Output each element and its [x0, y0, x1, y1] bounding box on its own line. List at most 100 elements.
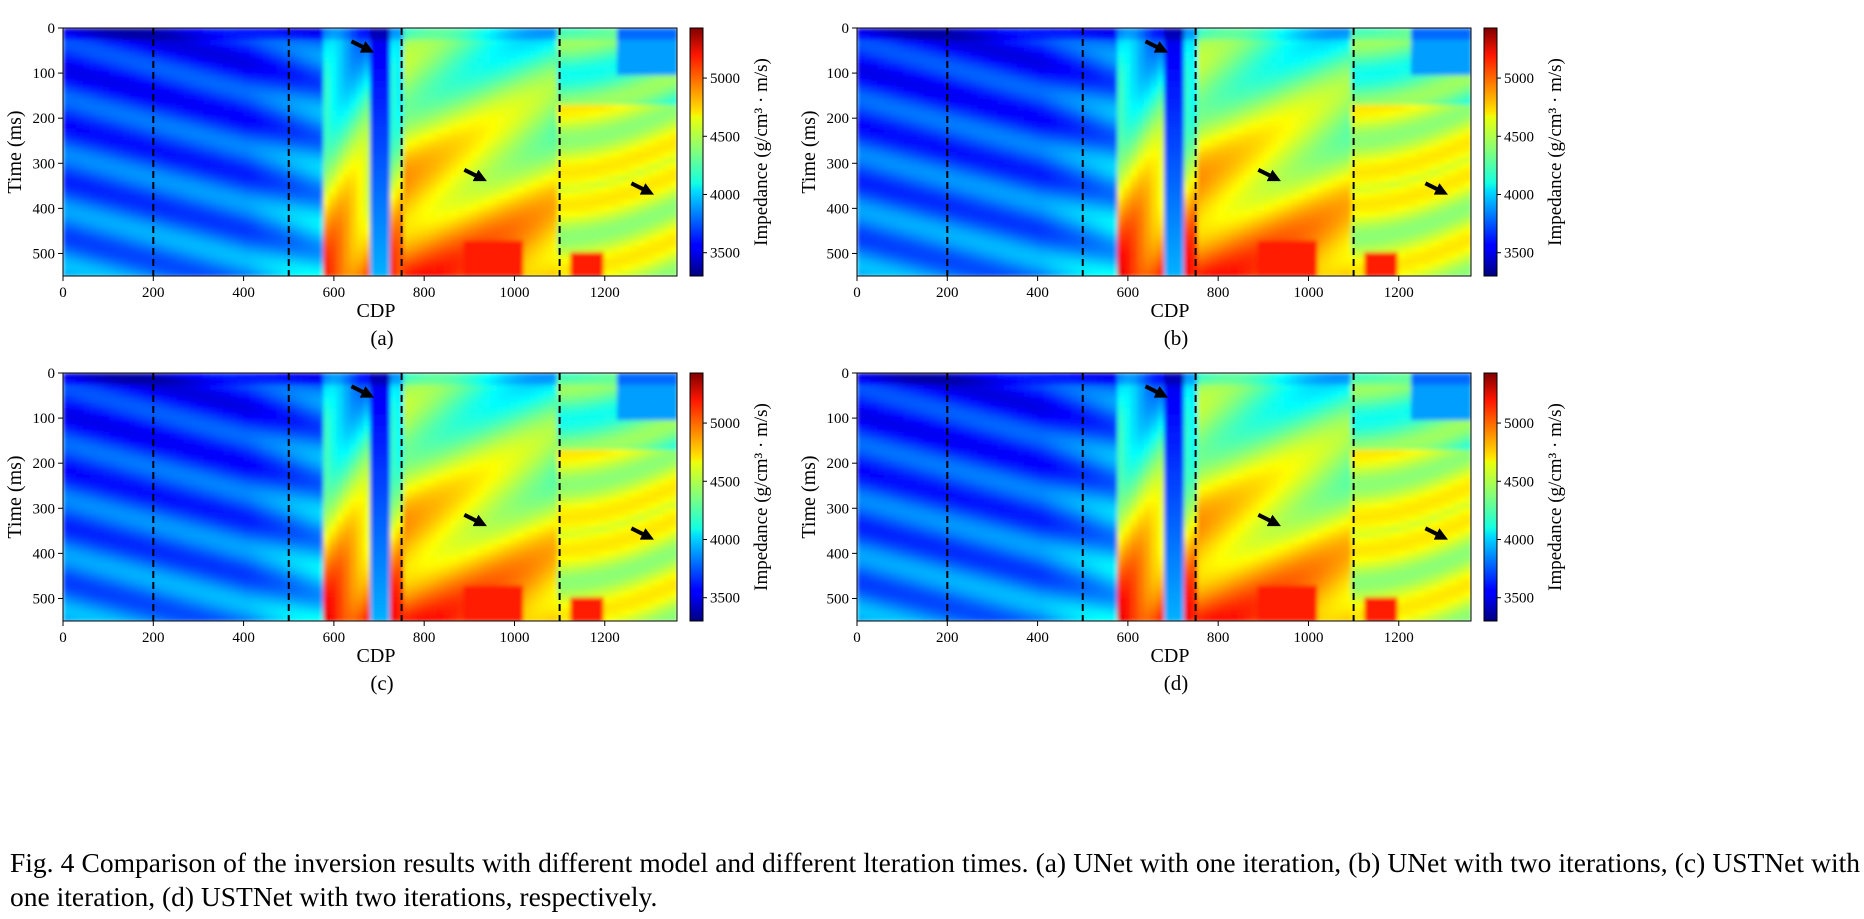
x-tick-label: 1000 — [499, 630, 529, 646]
panel-a: 0 200 400 600 800 1000 1200 0 100 200 300 400 500 CDP… — [4, 21, 772, 350]
x-tick-label: 800 — [413, 285, 436, 301]
colorbar-tick-label: 4000 — [710, 187, 740, 203]
x-tick-label: 800 — [413, 630, 436, 646]
panel-label: (b) — [1164, 326, 1189, 350]
colorbar-label: Impedance (g/cm³ · m/s) — [1545, 403, 1566, 591]
y-tick-label: 400 — [33, 546, 56, 562]
x-tick-label: 1200 — [590, 630, 620, 646]
x-tick-label: 400 — [232, 630, 255, 646]
x-tick-label: 600 — [1117, 630, 1140, 646]
x-tick-label: 1200 — [1384, 630, 1414, 646]
x-tick-label: 200 — [142, 285, 165, 301]
colorbar-tick-label: 3500 — [710, 591, 740, 607]
x-tick-label: 1000 — [499, 285, 529, 301]
y-tick-label: 0 — [842, 21, 850, 37]
y-tick-label: 300 — [827, 156, 850, 172]
colorbar-gradient — [1483, 372, 1498, 622]
plot-frame — [856, 27, 1472, 277]
annotation-arrow — [1257, 513, 1281, 527]
x-tick-label: 0 — [59, 630, 67, 646]
colorbar-tick-label: 4000 — [710, 532, 740, 548]
annotation-arrow — [1424, 526, 1448, 540]
annotation-arrow — [630, 526, 654, 540]
x-axis-label: CDP — [1151, 300, 1190, 322]
heatmap-image — [857, 373, 1471, 621]
x-tick-label: 0 — [853, 630, 861, 646]
colorbar-tick-label: 3500 — [710, 246, 740, 262]
y-tick-label: 400 — [827, 201, 850, 217]
panel-d: 0 200 400 600 800 1000 1200 0 100 200 300 400 500 CDP… — [798, 366, 1566, 695]
colorbar-tick-label: 3500 — [1504, 591, 1534, 607]
y-tick-label: 500 — [827, 246, 850, 262]
heatmap-image — [63, 373, 677, 621]
figure-caption-text: Comparison of the inversion results with… — [10, 847, 1861, 912]
y-tick-label: 0 — [48, 21, 56, 37]
colorbar-tick-label: 3500 — [1504, 246, 1534, 262]
colorbar: 3500 4000 4500 5000 Impedance (g/cm³ · m/s) — [1483, 372, 1566, 622]
annotation-arrow — [1144, 384, 1169, 398]
x-tick-label: 400 — [232, 285, 255, 301]
plot-frame — [62, 27, 678, 277]
colorbar-gradient — [1483, 27, 1498, 277]
x-tick-label: 800 — [1207, 630, 1230, 646]
colorbar-gradient — [689, 372, 704, 622]
colorbar-tick-label: 5000 — [710, 71, 740, 87]
x-tick-label: 200 — [936, 630, 959, 646]
colorbar: 3500 4000 4500 5000 Impedance (g/cm³ · m/s) — [689, 372, 772, 622]
y-tick-label: 100 — [33, 411, 56, 427]
colorbar-label: Impedance (g/cm³ · m/s) — [751, 403, 772, 591]
x-tick-label: 800 — [1207, 285, 1230, 301]
x-axis-label: CDP — [357, 645, 396, 667]
x-tick-label: 600 — [323, 285, 346, 301]
colorbar: 3500 4000 4500 5000 Impedance (g/cm³ · m/s) — [689, 27, 772, 277]
x-tick-label: 200 — [142, 630, 165, 646]
x-axis-label: CDP — [1151, 645, 1190, 667]
y-tick-label: 100 — [33, 66, 56, 82]
y-tick-label: 500 — [827, 591, 850, 607]
colorbar-tick-label: 4000 — [1504, 187, 1534, 203]
colorbar-tick-label: 4500 — [710, 129, 740, 145]
x-tick-label: 1200 — [1384, 285, 1414, 301]
x-tick-label: 1000 — [1293, 630, 1323, 646]
annotation-arrow — [1257, 168, 1281, 182]
panel-label: (a) — [370, 326, 393, 350]
y-tick-label: 0 — [842, 366, 850, 382]
annotation-arrow — [463, 513, 487, 527]
y-tick-label: 300 — [33, 501, 56, 517]
y-tick-label: 200 — [33, 111, 56, 127]
y-axis-label: Time (ms) — [798, 455, 820, 538]
y-axis-label: Time (ms) — [4, 110, 26, 193]
plot-frame — [856, 372, 1472, 622]
x-tick-label: 1200 — [590, 285, 620, 301]
colorbar-tick-label: 4000 — [1504, 532, 1534, 548]
colorbar-label: Impedance (g/cm³ · m/s) — [1545, 58, 1566, 246]
x-tick-label: 600 — [1117, 285, 1140, 301]
panel-b: 0 200 400 600 800 1000 1200 0 100 200 300 400 500 CDP… — [798, 21, 1566, 350]
y-tick-label: 100 — [827, 66, 850, 82]
x-tick-label: 1000 — [1293, 285, 1323, 301]
colorbar: 3500 4000 4500 5000 Impedance (g/cm³ · m/s) — [1483, 27, 1566, 277]
figure-number: Fig. 4 — [10, 847, 75, 878]
y-axis-label: Time (ms) — [798, 110, 820, 193]
x-tick-label: 200 — [936, 285, 959, 301]
figure-panels: 0 200 400 600 800 1000 12000100200300400500CDP… — [4, 21, 1566, 695]
y-tick-label: 200 — [33, 456, 56, 472]
heatmap-image — [63, 28, 677, 276]
y-tick-label: 400 — [827, 546, 850, 562]
annotation-arrow — [350, 384, 375, 398]
y-tick-label: 0 — [48, 366, 56, 382]
y-axis-label: Time (ms) — [4, 455, 26, 538]
colorbar-tick-label: 5000 — [1504, 71, 1534, 87]
annotation-arrow — [630, 181, 654, 195]
colorbar-tick-label: 5000 — [710, 416, 740, 432]
colorbar-tick-label: 4500 — [1504, 129, 1534, 145]
x-tick-label: 600 — [323, 630, 346, 646]
colorbar-tick-label: 5000 — [1504, 416, 1534, 432]
y-tick-label: 200 — [827, 456, 850, 472]
x-axis-label: CDP — [357, 300, 396, 322]
x-tick-label: 0 — [853, 285, 861, 301]
x-tick-label: 0 — [59, 285, 67, 301]
annotation-arrow — [1424, 181, 1448, 195]
colorbar-label: Impedance (g/cm³ · m/s) — [751, 58, 772, 246]
annotation-arrow — [1144, 39, 1169, 53]
